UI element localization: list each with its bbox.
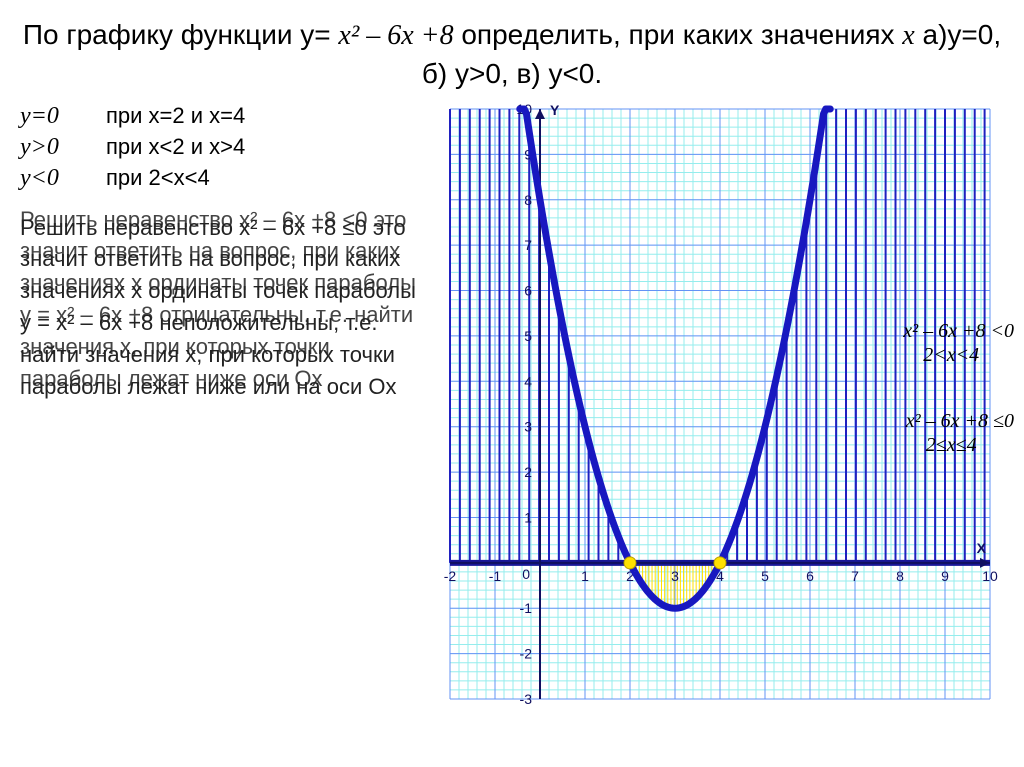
cond-2: y<0 <box>20 165 106 192</box>
paragraph-2: Решить неравенство x² – 6x +8 ≤0 это зна… <box>20 212 430 403</box>
title-formula: x² – 6x +8 <box>338 20 453 51</box>
svg-text:0: 0 <box>522 565 530 581</box>
left-column: y=0 при x=2 и x=4 y>0 при x<2 и x>4 y<0 … <box>20 99 440 709</box>
annot2a: x² – 6x +8 ≤0 <box>906 410 1014 432</box>
svg-text:-1: -1 <box>520 600 533 616</box>
page-title: По графику функции y= x² – 6x +8 определ… <box>20 16 1004 93</box>
svg-text:8: 8 <box>524 191 532 207</box>
svg-text:-3: -3 <box>520 691 533 707</box>
svg-text:9: 9 <box>941 567 949 583</box>
annot1a: x² – 6x +8 <0 <box>903 320 1014 342</box>
ans-2: при 2<x<4 <box>106 165 210 191</box>
ans-1: при x<2 и x>4 <box>106 134 245 160</box>
svg-text:5: 5 <box>761 567 769 583</box>
svg-text:3: 3 <box>524 418 532 434</box>
annot1b: 2<x<4 <box>923 344 979 366</box>
title-p1: По графику функции y= <box>23 19 339 50</box>
annotation-le: x² – 6x +8 ≤0 2≤x≤4 <box>906 409 1014 457</box>
svg-text:7: 7 <box>851 567 859 583</box>
svg-text:6: 6 <box>524 282 532 298</box>
parabola-chart: -2-112345678910-3-2-1123456789100XY <box>440 99 1000 709</box>
svg-text:-2: -2 <box>444 567 457 583</box>
svg-text:7: 7 <box>524 237 532 253</box>
annot2b: 2≤x≤4 <box>926 434 977 456</box>
svg-text:4: 4 <box>524 373 532 389</box>
cond-1: y>0 <box>20 134 106 161</box>
svg-text:-2: -2 <box>520 645 533 661</box>
annotation-below: x² – 6x +8 <0 2<x<4 <box>903 319 1014 367</box>
title-x: x <box>902 20 914 51</box>
cond-0: y=0 <box>20 103 106 130</box>
chart-container: -2-112345678910-3-2-1123456789100XY x² –… <box>440 99 1004 709</box>
row-0: y=0 при x=2 и x=4 <box>20 103 430 130</box>
ans-0: при x=2 и x=4 <box>106 103 245 129</box>
svg-text:-1: -1 <box>489 567 502 583</box>
row-1: y>0 при x<2 и x>4 <box>20 134 430 161</box>
svg-text:10: 10 <box>982 567 998 583</box>
svg-text:1: 1 <box>524 509 532 525</box>
overlapped-paragraphs: Решить неравенство x² – 6x +8 <0 это зна… <box>20 204 430 395</box>
svg-text:2: 2 <box>524 464 532 480</box>
svg-text:8: 8 <box>896 567 904 583</box>
svg-text:Y: Y <box>550 102 560 118</box>
title-p2: определить, при каких значениях <box>461 19 902 50</box>
svg-text:X: X <box>977 539 987 555</box>
svg-text:5: 5 <box>524 328 532 344</box>
row-2: y<0 при 2<x<4 <box>20 165 430 192</box>
svg-text:3: 3 <box>671 567 679 583</box>
svg-text:1: 1 <box>581 567 589 583</box>
svg-text:6: 6 <box>806 567 814 583</box>
